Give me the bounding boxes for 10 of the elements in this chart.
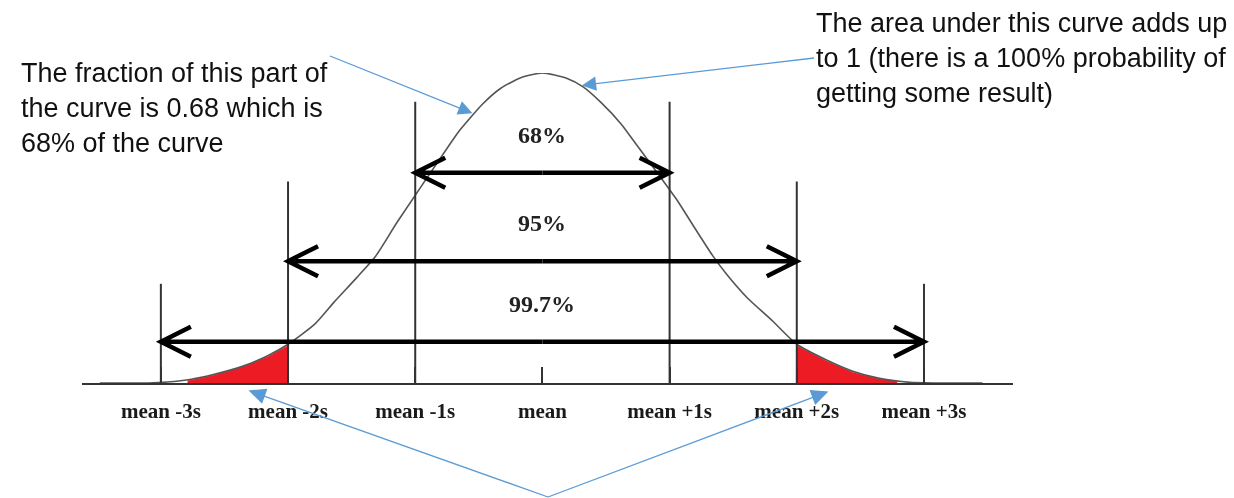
x-tick-label: mean -1s bbox=[375, 398, 456, 423]
annotation: The fraction of this part of the curve is 0.68 which is 68% of the curve bbox=[21, 58, 328, 159]
x-tick-label: mean -3s bbox=[120, 398, 201, 423]
annotation: 68% bbox=[518, 122, 566, 148]
x-tick-label: mean bbox=[517, 398, 568, 423]
annotation: The area under this curve adds up to 1 (there is a 100% probability of getting some result) bbox=[816, 8, 1228, 109]
annotation: 99.7% bbox=[509, 291, 575, 317]
x-tick-label: mean +1s bbox=[627, 398, 713, 423]
annotation: 95% bbox=[518, 210, 566, 236]
x-tick-label: mean +3s bbox=[881, 398, 967, 423]
